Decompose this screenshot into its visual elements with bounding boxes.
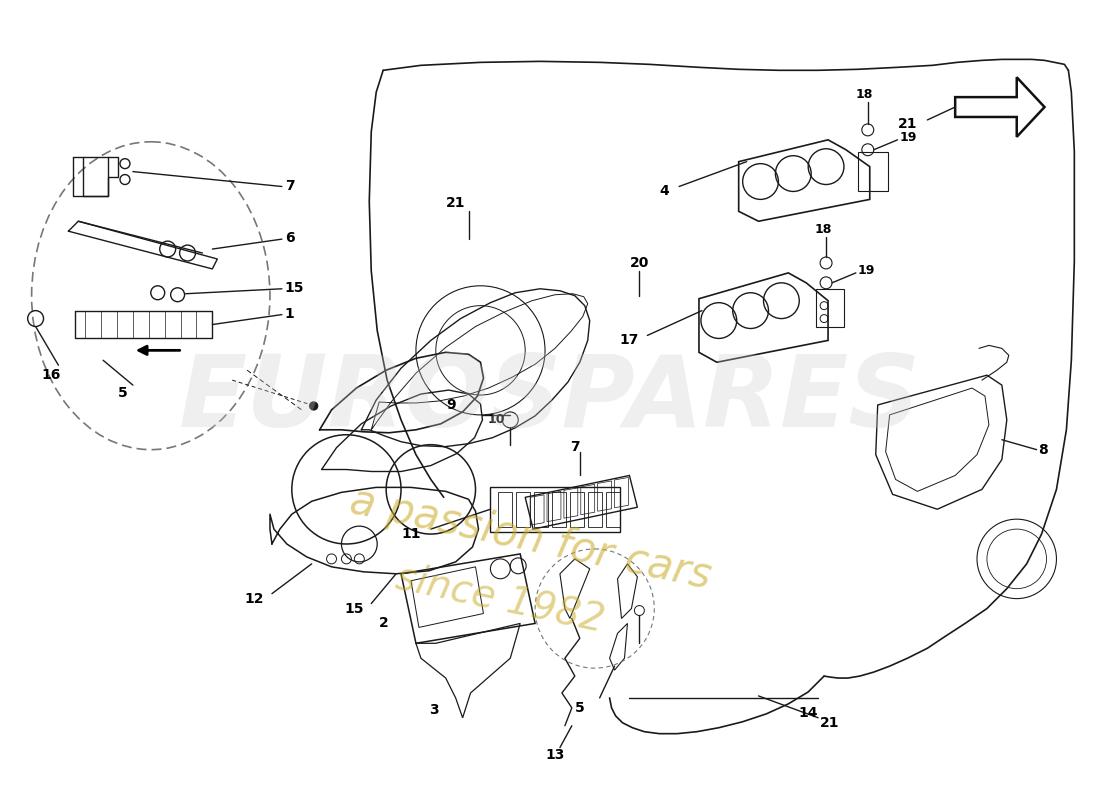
Bar	[491, 487, 619, 532]
Text: 12: 12	[244, 592, 264, 606]
Text: 20: 20	[629, 256, 649, 270]
Text: 17: 17	[619, 334, 639, 347]
Text: 8: 8	[1038, 442, 1048, 457]
Text: 21: 21	[446, 196, 465, 210]
Bar	[858, 152, 888, 191]
Text: a passion for cars: a passion for cars	[345, 480, 715, 598]
Text: 21: 21	[821, 716, 839, 730]
Text: 6: 6	[285, 231, 295, 245]
Text: 11: 11	[402, 527, 420, 541]
Text: 10: 10	[487, 414, 505, 426]
Text: 9: 9	[446, 398, 455, 412]
Bar	[552, 492, 565, 527]
Bar	[535, 492, 548, 527]
Text: 7: 7	[570, 440, 580, 454]
Text: 21: 21	[898, 117, 917, 131]
Text: 4: 4	[659, 185, 669, 198]
Text: 18: 18	[856, 88, 873, 101]
Text: 2: 2	[379, 617, 389, 630]
Text: EUROSPARES: EUROSPARES	[179, 351, 921, 449]
Bar	[816, 289, 844, 326]
Bar	[516, 492, 530, 527]
Bar	[606, 492, 619, 527]
Text: 1: 1	[285, 306, 295, 321]
Text: 13: 13	[544, 747, 564, 762]
Circle shape	[310, 402, 318, 410]
Text: since 1982: since 1982	[393, 558, 608, 639]
Text: 18: 18	[814, 222, 832, 236]
Text: 15: 15	[344, 602, 364, 615]
Bar	[498, 492, 513, 527]
Text: 5: 5	[575, 701, 585, 715]
Bar	[570, 492, 584, 527]
Text: 19: 19	[858, 265, 876, 278]
Text: 5: 5	[118, 386, 128, 400]
Text: 16: 16	[42, 368, 60, 382]
Text: 15: 15	[285, 281, 305, 294]
Bar	[587, 492, 602, 527]
Text: 14: 14	[799, 706, 817, 720]
Text: 7: 7	[285, 179, 295, 194]
Text: 19: 19	[900, 131, 917, 144]
Text: 3: 3	[429, 703, 439, 717]
